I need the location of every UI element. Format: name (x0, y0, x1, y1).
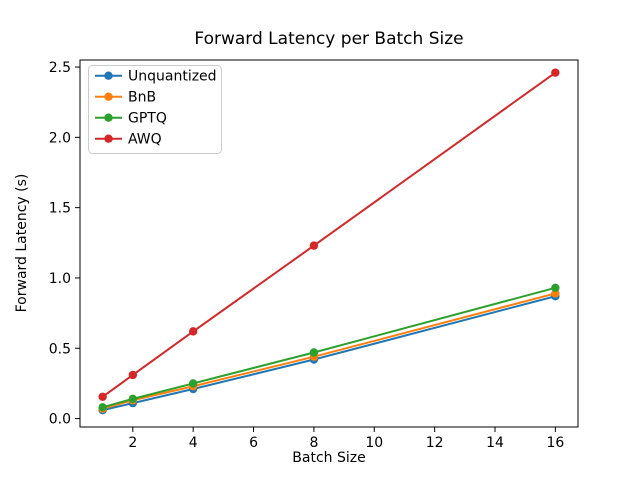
legend-label-gptq: GPTQ (128, 111, 167, 127)
legend-marker-gptq (104, 113, 113, 122)
x-tick-label: 14 (486, 435, 504, 451)
data-point-gptq (309, 348, 319, 357)
y-tick-label: 0.5 (49, 341, 71, 357)
data-point-gptq (551, 283, 560, 292)
data-point-awq (98, 392, 107, 401)
legend-label-awq: AWQ (128, 132, 162, 148)
data-point-gptq (128, 394, 138, 404)
x-tick-label: 16 (546, 435, 564, 451)
y-tick-label: 1.5 (49, 201, 71, 217)
x-tick-label: 8 (309, 435, 318, 451)
data-point-gptq (188, 379, 198, 388)
y-tick-label: 2.0 (49, 130, 71, 146)
legend-label-unquantized: Unquantized (128, 69, 217, 85)
legend-box (88, 65, 222, 154)
legend-label-bnb: BnB (128, 90, 156, 106)
chart-title: Forward Latency per Batch Size (194, 29, 464, 49)
data-point-awq (128, 370, 138, 380)
legend-marker-unquantized (104, 71, 113, 80)
y-tick-label: 0.0 (49, 412, 71, 428)
x-tick-label: 6 (249, 435, 258, 451)
y-tick-label: 1.0 (49, 271, 71, 287)
x-tick-label: 2 (128, 435, 137, 451)
y-axis-label: Forward Latency (s) (14, 173, 30, 313)
x-axis-label: Batch Size (292, 450, 366, 466)
y-tick-label: 2.5 (49, 60, 71, 76)
legend-marker-bnb (104, 92, 113, 101)
data-point-awq (309, 241, 319, 250)
data-point-awq (188, 327, 198, 336)
legend-marker-awq (104, 134, 113, 143)
x-tick-label: 12 (426, 435, 444, 451)
data-point-gptq (98, 403, 107, 412)
x-tick-label: 4 (189, 435, 198, 451)
data-point-awq (551, 68, 560, 77)
x-tick-label: 10 (365, 435, 383, 451)
